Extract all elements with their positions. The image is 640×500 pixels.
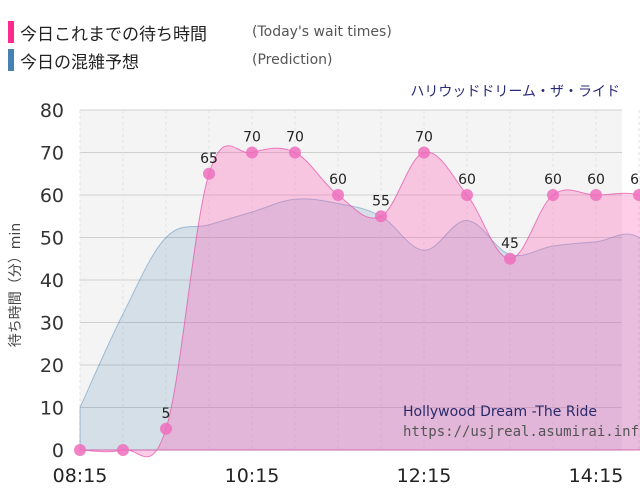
- data-point: [633, 189, 640, 201]
- data-label: 60: [630, 172, 640, 188]
- y-tick-label: 70: [40, 143, 64, 165]
- data-label: 70: [286, 130, 304, 146]
- x-tick-label: 08:15: [53, 465, 108, 487]
- data-point: [590, 189, 602, 201]
- data-point: [547, 189, 559, 201]
- data-label: 70: [415, 130, 433, 146]
- data-point: [246, 146, 258, 159]
- data-point: [418, 146, 430, 159]
- data-point: [203, 167, 215, 180]
- data-label: 60: [329, 172, 347, 188]
- watermark-title: Hollywood Dream -The Ride: [403, 404, 597, 420]
- y-tick-label: 0: [52, 440, 64, 462]
- data-label: 60: [544, 172, 562, 188]
- y-tick-label: 30: [40, 313, 64, 335]
- data-point: [375, 210, 387, 223]
- data-label: 5: [162, 406, 171, 422]
- legend-sub-today: (Today's wait times): [252, 24, 392, 40]
- legend-swatch-today: [8, 21, 14, 43]
- data-point: [504, 252, 516, 265]
- prediction-area: [79, 198, 640, 451]
- data-point: [160, 422, 172, 435]
- y-axis-label: 待ち時間（分）min: [8, 223, 24, 347]
- y-tick-label: 20: [40, 355, 64, 377]
- x-tick-label: 12:15: [397, 465, 452, 487]
- data-label: 55: [372, 193, 390, 209]
- y-tick-label: 50: [40, 228, 64, 250]
- legend-swatch-prediction: [8, 49, 14, 71]
- legend-item-prediction: 今日の混雑予想 (Prediction): [8, 48, 333, 73]
- ride-title: ハリウッドドリーム・ザ・ライド: [410, 84, 620, 100]
- data-label: 45: [501, 236, 519, 252]
- y-tick-label: 40: [40, 270, 64, 292]
- legend-sub-prediction: (Prediction): [252, 52, 333, 68]
- data-label: 60: [587, 172, 605, 188]
- today-area: [79, 145, 640, 458]
- data-point: [289, 146, 301, 159]
- data-point: [332, 189, 344, 201]
- legend-item-today: 今日これまでの待ち時間 (Today's wait times): [8, 20, 392, 45]
- y-tick-label: 80: [40, 100, 64, 122]
- data-label: 70: [243, 130, 261, 146]
- watermark-url: https://usjreal.asumirai.info: [403, 424, 640, 440]
- y-ticks: 0 10 20 30 40 50 60 70 80: [40, 100, 64, 462]
- data-point: [117, 444, 129, 456]
- data-label: 60: [458, 172, 476, 188]
- x-tick-label: 14:15: [569, 465, 624, 487]
- x-tick-label: 10:15: [225, 465, 280, 487]
- legend-label-prediction: 今日の混雑予想: [20, 52, 139, 73]
- data-point: [461, 189, 473, 201]
- legend-label-today: 今日これまでの待ち時間: [20, 24, 207, 45]
- y-tick-label: 60: [40, 185, 64, 207]
- data-label: 65: [200, 151, 218, 167]
- data-point: [74, 444, 86, 456]
- data-points: 5657070605570604560606055605540455555352…: [74, 130, 640, 456]
- y-tick-label: 10: [40, 398, 64, 420]
